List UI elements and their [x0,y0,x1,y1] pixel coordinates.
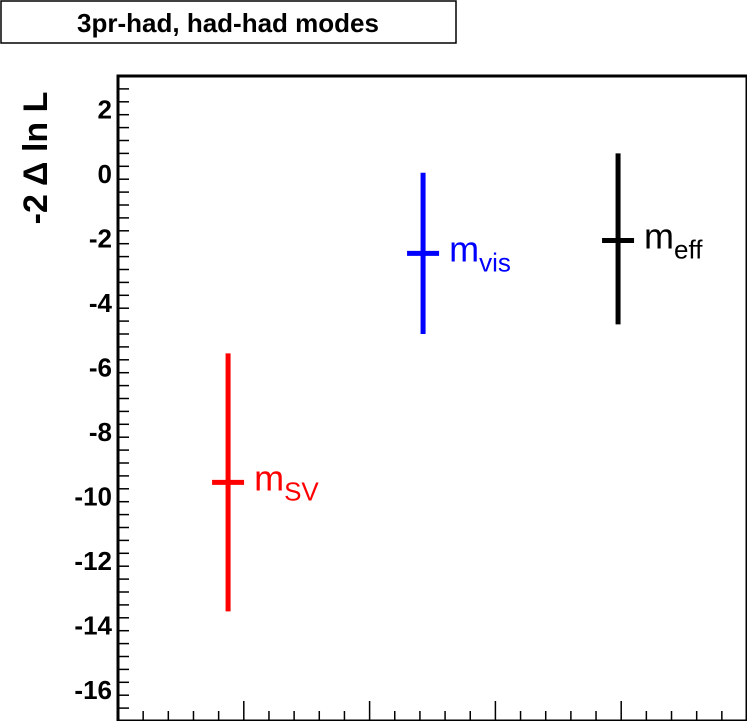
y-tick-label: -4 [89,288,113,318]
y-tick-label: -10 [74,481,112,511]
series-SV: mSV [212,353,319,612]
y-tick-label: -12 [74,546,112,576]
series-vis: mvis [407,172,511,334]
y-tick-label: -16 [74,675,112,705]
y-tick-label: -2 [89,223,112,253]
title-frame [0,0,457,44]
series-label: meff [644,215,703,264]
series-label: mvis [449,228,511,277]
y-axis-label: -2 Δ ln L [17,92,55,225]
chart-title: 3pr-had, had-had modes [77,8,379,38]
y-tick-label: 2 [98,94,112,124]
y-tick-label: -8 [89,417,112,447]
x-axis-ticks [117,701,747,721]
y-tick-label: 0 [98,159,112,189]
y-tick-label: -6 [89,352,112,382]
y-axis-tick-labels: 2 0 -2 -4 -6 -8 -10 -12 -14 -16 [74,94,112,705]
series-eff: meff [602,153,703,325]
y-tick-label: -14 [74,610,112,640]
plot-frame [116,74,747,721]
chart-title-box: 3pr-had, had-had modes [0,0,457,44]
series-layer: mSV mvis meff [212,153,703,612]
y-axis-ticks [118,75,129,721]
series-label: mSV [254,457,319,506]
